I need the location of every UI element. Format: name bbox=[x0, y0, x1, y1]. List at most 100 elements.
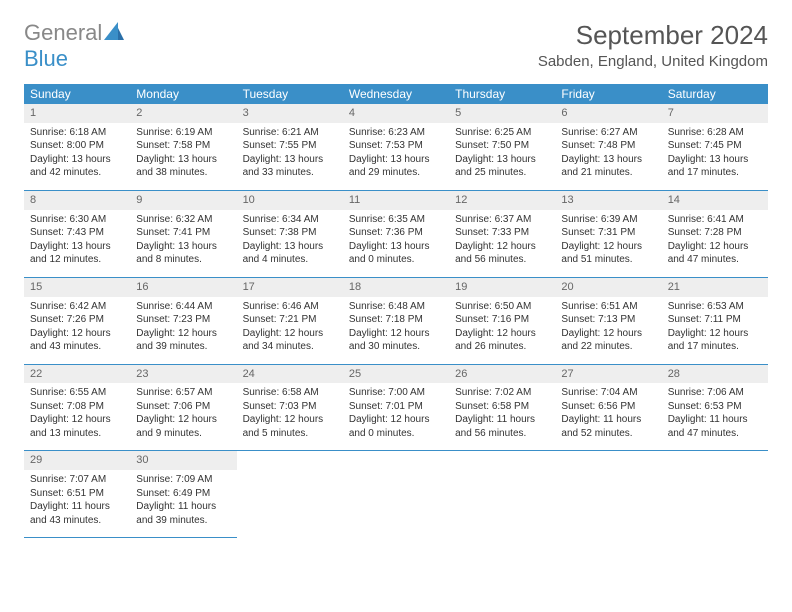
daylight-line: Daylight: 12 hours and 30 minutes. bbox=[349, 327, 443, 354]
daylight-line: Daylight: 12 hours and 5 minutes. bbox=[243, 413, 337, 440]
day-number-row: 891011121314 bbox=[24, 190, 768, 209]
daylight-line: Daylight: 13 hours and 38 minutes. bbox=[136, 153, 230, 180]
daylight-line: Daylight: 11 hours and 43 minutes. bbox=[30, 500, 124, 527]
daylight-line: Daylight: 12 hours and 43 minutes. bbox=[30, 327, 124, 354]
sunrise-line: Sunrise: 6:19 AM bbox=[136, 126, 230, 140]
sunrise-line: Sunrise: 6:53 AM bbox=[668, 300, 762, 314]
sunrise-line: Sunrise: 7:04 AM bbox=[561, 386, 655, 400]
day-detail-cell: Sunrise: 6:23 AMSunset: 7:53 PMDaylight:… bbox=[343, 123, 449, 191]
daylight-line: Daylight: 11 hours and 47 minutes. bbox=[668, 413, 762, 440]
day-detail-cell: Sunrise: 6:35 AMSunset: 7:36 PMDaylight:… bbox=[343, 210, 449, 278]
day-detail-cell: Sunrise: 6:30 AMSunset: 7:43 PMDaylight:… bbox=[24, 210, 130, 278]
day-number-cell: 2 bbox=[130, 104, 236, 123]
day-detail-cell bbox=[555, 470, 661, 538]
sunset-line: Sunset: 8:00 PM bbox=[30, 139, 124, 153]
daylight-line: Daylight: 13 hours and 25 minutes. bbox=[455, 153, 549, 180]
sunrise-line: Sunrise: 6:18 AM bbox=[30, 126, 124, 140]
sunrise-line: Sunrise: 6:27 AM bbox=[561, 126, 655, 140]
sunrise-line: Sunrise: 6:58 AM bbox=[243, 386, 337, 400]
day-number-cell: 24 bbox=[237, 364, 343, 383]
daylight-line: Daylight: 12 hours and 0 minutes. bbox=[349, 413, 443, 440]
sunrise-line: Sunrise: 6:28 AM bbox=[668, 126, 762, 140]
day-detail-cell: Sunrise: 6:18 AMSunset: 8:00 PMDaylight:… bbox=[24, 123, 130, 191]
daylight-line: Daylight: 11 hours and 39 minutes. bbox=[136, 500, 230, 527]
day-number-cell: 7 bbox=[662, 104, 768, 123]
day-number-cell: 26 bbox=[449, 364, 555, 383]
day-detail-cell: Sunrise: 6:21 AMSunset: 7:55 PMDaylight:… bbox=[237, 123, 343, 191]
day-detail-cell: Sunrise: 6:37 AMSunset: 7:33 PMDaylight:… bbox=[449, 210, 555, 278]
day-number-cell: 13 bbox=[555, 190, 661, 209]
daylight-line: Daylight: 13 hours and 4 minutes. bbox=[243, 240, 337, 267]
daylight-line: Daylight: 13 hours and 33 minutes. bbox=[243, 153, 337, 180]
sunset-line: Sunset: 6:53 PM bbox=[668, 400, 762, 414]
day-number-cell: 17 bbox=[237, 277, 343, 296]
day-detail-row: Sunrise: 6:30 AMSunset: 7:43 PMDaylight:… bbox=[24, 210, 768, 278]
sunset-line: Sunset: 6:51 PM bbox=[30, 487, 124, 501]
day-number-cell: 6 bbox=[555, 104, 661, 123]
day-number-cell: 23 bbox=[130, 364, 236, 383]
location: Sabden, England, United Kingdom bbox=[538, 53, 768, 70]
weekday-header: Monday bbox=[130, 84, 236, 104]
day-detail-cell bbox=[237, 470, 343, 538]
day-detail-cell: Sunrise: 7:07 AMSunset: 6:51 PMDaylight:… bbox=[24, 470, 130, 538]
day-detail-cell: Sunrise: 6:51 AMSunset: 7:13 PMDaylight:… bbox=[555, 297, 661, 365]
sunset-line: Sunset: 7:21 PM bbox=[243, 313, 337, 327]
day-number-cell: 14 bbox=[662, 190, 768, 209]
daylight-line: Daylight: 11 hours and 52 minutes. bbox=[561, 413, 655, 440]
daylight-line: Daylight: 13 hours and 21 minutes. bbox=[561, 153, 655, 180]
sunset-line: Sunset: 7:26 PM bbox=[30, 313, 124, 327]
day-number-cell: 15 bbox=[24, 277, 130, 296]
sunset-line: Sunset: 6:58 PM bbox=[455, 400, 549, 414]
sunrise-line: Sunrise: 7:02 AM bbox=[455, 386, 549, 400]
sunrise-line: Sunrise: 7:07 AM bbox=[30, 473, 124, 487]
day-detail-cell: Sunrise: 6:44 AMSunset: 7:23 PMDaylight:… bbox=[130, 297, 236, 365]
day-detail-cell: Sunrise: 6:46 AMSunset: 7:21 PMDaylight:… bbox=[237, 297, 343, 365]
sunset-line: Sunset: 7:06 PM bbox=[136, 400, 230, 414]
sunset-line: Sunset: 7:08 PM bbox=[30, 400, 124, 414]
sunrise-line: Sunrise: 6:44 AM bbox=[136, 300, 230, 314]
day-detail-cell: Sunrise: 6:19 AMSunset: 7:58 PMDaylight:… bbox=[130, 123, 236, 191]
day-number-cell bbox=[237, 451, 343, 470]
logo-text-1: General bbox=[24, 20, 102, 45]
weekday-header: Tuesday bbox=[237, 84, 343, 104]
day-detail-cell: Sunrise: 6:58 AMSunset: 7:03 PMDaylight:… bbox=[237, 383, 343, 451]
sunset-line: Sunset: 6:56 PM bbox=[561, 400, 655, 414]
sunset-line: Sunset: 7:50 PM bbox=[455, 139, 549, 153]
day-detail-cell: Sunrise: 7:04 AMSunset: 6:56 PMDaylight:… bbox=[555, 383, 661, 451]
sunset-line: Sunset: 7:41 PM bbox=[136, 226, 230, 240]
sunset-line: Sunset: 7:53 PM bbox=[349, 139, 443, 153]
logo: General Blue bbox=[24, 20, 124, 72]
day-number-cell: 20 bbox=[555, 277, 661, 296]
daylight-line: Daylight: 12 hours and 51 minutes. bbox=[561, 240, 655, 267]
sunset-line: Sunset: 7:13 PM bbox=[561, 313, 655, 327]
day-detail-cell: Sunrise: 6:57 AMSunset: 7:06 PMDaylight:… bbox=[130, 383, 236, 451]
day-number-cell: 21 bbox=[662, 277, 768, 296]
sunrise-line: Sunrise: 6:55 AM bbox=[30, 386, 124, 400]
day-detail-cell bbox=[662, 470, 768, 538]
sunrise-line: Sunrise: 6:39 AM bbox=[561, 213, 655, 227]
daylight-line: Daylight: 12 hours and 39 minutes. bbox=[136, 327, 230, 354]
daylight-line: Daylight: 13 hours and 17 minutes. bbox=[668, 153, 762, 180]
day-number-row: 15161718192021 bbox=[24, 277, 768, 296]
sunrise-line: Sunrise: 6:50 AM bbox=[455, 300, 549, 314]
day-number-cell bbox=[662, 451, 768, 470]
sunrise-line: Sunrise: 6:32 AM bbox=[136, 213, 230, 227]
sunrise-line: Sunrise: 6:41 AM bbox=[668, 213, 762, 227]
sunset-line: Sunset: 7:01 PM bbox=[349, 400, 443, 414]
day-detail-cell: Sunrise: 6:42 AMSunset: 7:26 PMDaylight:… bbox=[24, 297, 130, 365]
sunset-line: Sunset: 7:11 PM bbox=[668, 313, 762, 327]
daylight-line: Daylight: 12 hours and 13 minutes. bbox=[30, 413, 124, 440]
sunrise-line: Sunrise: 6:21 AM bbox=[243, 126, 337, 140]
daylight-line: Daylight: 13 hours and 42 minutes. bbox=[30, 153, 124, 180]
day-number-cell bbox=[449, 451, 555, 470]
sunrise-line: Sunrise: 7:09 AM bbox=[136, 473, 230, 487]
day-detail-cell: Sunrise: 6:27 AMSunset: 7:48 PMDaylight:… bbox=[555, 123, 661, 191]
header: General Blue September 2024 Sabden, Engl… bbox=[24, 20, 768, 72]
sunset-line: Sunset: 7:31 PM bbox=[561, 226, 655, 240]
daylight-line: Daylight: 12 hours and 22 minutes. bbox=[561, 327, 655, 354]
logo-triangle-icon bbox=[104, 22, 124, 40]
month-title: September 2024 bbox=[538, 20, 768, 51]
day-detail-cell: Sunrise: 7:09 AMSunset: 6:49 PMDaylight:… bbox=[130, 470, 236, 538]
sunset-line: Sunset: 7:38 PM bbox=[243, 226, 337, 240]
day-detail-row: Sunrise: 6:42 AMSunset: 7:26 PMDaylight:… bbox=[24, 297, 768, 365]
